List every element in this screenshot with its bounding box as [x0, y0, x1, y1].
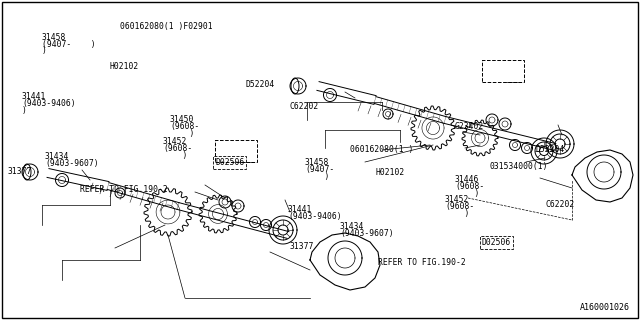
Text: D52204: D52204: [245, 80, 275, 89]
Text: C62202: C62202: [290, 102, 319, 111]
Text: 031534000(1): 031534000(1): [490, 162, 548, 171]
Text: 31377: 31377: [290, 242, 314, 251]
Text: G23402: G23402: [455, 122, 484, 131]
Text: 31434: 31434: [45, 152, 69, 161]
Text: (9403-9406): (9403-9406): [22, 99, 76, 108]
Text: (9407-: (9407-: [305, 165, 334, 174]
Text: REFER TO FIG.190-2: REFER TO FIG.190-2: [80, 185, 168, 194]
Text: ): ): [163, 151, 188, 160]
Text: ): ): [42, 46, 47, 55]
Text: 31452: 31452: [445, 195, 469, 204]
Text: ): ): [170, 129, 195, 138]
Text: (9608-: (9608-: [170, 122, 199, 131]
Text: 31458: 31458: [42, 33, 67, 42]
Text: (9407-    ): (9407- ): [42, 40, 95, 49]
Text: 31441: 31441: [288, 205, 312, 214]
Text: 31377: 31377: [8, 167, 33, 176]
Text: ): ): [22, 106, 27, 115]
Text: H02102: H02102: [375, 168, 404, 177]
Text: A160001026: A160001026: [580, 303, 630, 312]
Text: 060162080(1 ): 060162080(1 ): [350, 145, 413, 154]
Text: (9608-: (9608-: [163, 144, 192, 153]
Text: D02506: D02506: [215, 158, 244, 167]
Text: REFER TO FIG.190-2: REFER TO FIG.190-2: [378, 258, 466, 267]
Text: 31434: 31434: [340, 222, 364, 231]
Text: C62202: C62202: [545, 200, 574, 209]
Text: D52204: D52204: [535, 145, 564, 154]
Text: 31441: 31441: [22, 92, 46, 101]
Text: (9403-9607): (9403-9607): [340, 229, 394, 238]
Text: ): ): [445, 209, 469, 218]
Bar: [482, 60, 524, 82]
Text: 31450: 31450: [170, 115, 195, 124]
Text: (9403-9406): (9403-9406): [288, 212, 342, 221]
Text: H02102: H02102: [110, 62, 140, 71]
Text: D02506: D02506: [482, 238, 511, 247]
Text: (9608-: (9608-: [455, 182, 484, 191]
Text: ): ): [305, 172, 330, 181]
Text: 060162080(1 )F02901: 060162080(1 )F02901: [120, 22, 212, 31]
Text: 31458: 31458: [305, 158, 330, 167]
Text: (9403-9607): (9403-9607): [45, 159, 99, 168]
Text: 31446: 31446: [455, 175, 479, 184]
Bar: [215, 140, 257, 162]
Text: ): ): [455, 189, 479, 198]
Text: 31452: 31452: [163, 137, 188, 146]
Text: (9608-: (9608-: [445, 202, 474, 211]
